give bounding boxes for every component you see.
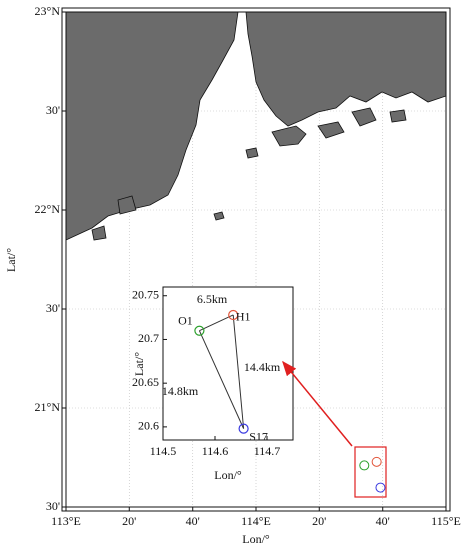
inset-frame — [162, 286, 294, 441]
inset-y-tick-label: 20.75 — [132, 287, 159, 301]
map-station-point — [371, 456, 382, 467]
map: Lon/° Lat/° 113°E 20' 40' 114°E 20' 40' 115°E 2… — [4, 4, 461, 546]
study-area-box — [354, 446, 387, 498]
inset: Lon/° Lat/° 114.5 114.6 114.7 20.6 20.65 20.7… — [132, 286, 294, 482]
distance-line — [199, 314, 234, 332]
inset-y-tick-label: 20.7 — [138, 331, 159, 345]
station-point — [194, 325, 205, 336]
inset-x-label: Lon/° — [214, 468, 242, 482]
y-tick-label: 30' — [46, 301, 60, 315]
x-tick-label: 113°E — [51, 514, 81, 528]
x-tick-label: 20' — [312, 514, 326, 528]
x-tick-label: 20' — [122, 514, 136, 528]
x-tick-label: 40' — [376, 514, 390, 528]
y-tick-label: 23°N — [35, 4, 61, 18]
station-label: S17 — [249, 429, 268, 443]
map-station-point — [359, 460, 370, 471]
y-tick-label: 22°N — [35, 202, 61, 216]
island — [389, 109, 407, 123]
map-station-point — [375, 482, 386, 493]
station-label: O1 — [178, 313, 193, 327]
island — [271, 125, 307, 147]
arrow — [282, 360, 353, 447]
island — [317, 121, 345, 139]
inset-x-tick-label: 114.6 — [202, 444, 229, 458]
station-point — [238, 423, 249, 434]
y-tick-label: 30' — [46, 499, 60, 513]
inset-y-tick-label: 20.65 — [132, 375, 159, 389]
distance-label: 14.4km — [244, 360, 281, 374]
island — [117, 195, 137, 215]
island — [91, 225, 107, 241]
land-west — [65, 11, 239, 241]
y-tick-label: 21°N — [35, 400, 61, 414]
station-point — [228, 309, 239, 321]
inset-x-tick-label: 114.7 — [254, 444, 281, 458]
y-axis-label: Lat/° — [4, 248, 18, 272]
distance-label: 14.8km — [162, 384, 199, 398]
x-tick-label: 40' — [186, 514, 200, 528]
inset-x-tick-label: 114.5 — [150, 444, 177, 458]
x-axis-label: Lon/° — [242, 532, 270, 546]
y-tick-label: 30' — [46, 103, 60, 117]
x-tick-label: 115°E — [431, 514, 461, 528]
inset-y-label: Lat/° — [132, 352, 146, 376]
distance-line — [232, 314, 245, 429]
inset-y-tick-label: 20.6 — [138, 419, 159, 433]
x-tick-label: 114°E — [241, 514, 271, 528]
distance-label: 6.5km — [197, 292, 228, 306]
island — [213, 211, 225, 221]
land-east — [245, 11, 447, 127]
island — [351, 107, 377, 127]
island — [245, 147, 259, 159]
station-label: H1 — [236, 310, 251, 324]
distance-line — [198, 330, 245, 429]
